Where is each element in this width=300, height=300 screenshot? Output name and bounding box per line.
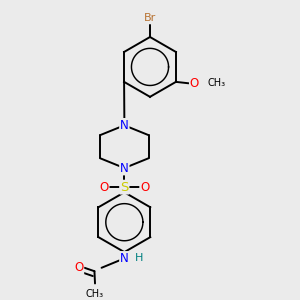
Text: H: H xyxy=(135,254,144,263)
Text: O: O xyxy=(190,77,199,90)
Text: S: S xyxy=(120,181,128,194)
Text: CH₃: CH₃ xyxy=(86,289,104,299)
Text: N: N xyxy=(120,162,129,175)
Text: Br: Br xyxy=(144,14,156,23)
Text: O: O xyxy=(140,181,149,194)
Text: O: O xyxy=(99,181,109,194)
Text: CH₃: CH₃ xyxy=(207,78,225,88)
Text: O: O xyxy=(74,261,83,274)
Text: N: N xyxy=(120,252,129,265)
Text: N: N xyxy=(120,119,129,132)
